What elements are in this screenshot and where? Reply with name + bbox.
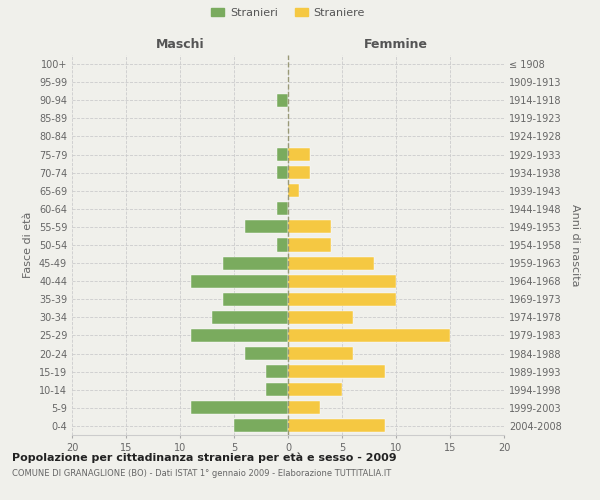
Bar bbox=[288, 329, 450, 342]
Bar bbox=[245, 220, 288, 234]
Bar bbox=[288, 311, 353, 324]
Bar bbox=[288, 420, 385, 432]
Bar bbox=[277, 166, 288, 179]
Bar bbox=[234, 420, 288, 432]
Text: Maschi: Maschi bbox=[155, 38, 205, 52]
Bar bbox=[277, 148, 288, 161]
Bar bbox=[191, 274, 288, 287]
Bar bbox=[277, 202, 288, 215]
Bar bbox=[288, 383, 342, 396]
Bar bbox=[191, 402, 288, 414]
Bar bbox=[223, 256, 288, 270]
Bar bbox=[288, 293, 396, 306]
Y-axis label: Anni di nascita: Anni di nascita bbox=[570, 204, 580, 286]
Bar bbox=[288, 148, 310, 161]
Text: Popolazione per cittadinanza straniera per età e sesso - 2009: Popolazione per cittadinanza straniera p… bbox=[12, 452, 397, 463]
Bar bbox=[266, 365, 288, 378]
Bar bbox=[288, 256, 374, 270]
Bar bbox=[288, 365, 385, 378]
Bar bbox=[266, 383, 288, 396]
Text: COMUNE DI GRANAGLIONE (BO) - Dati ISTAT 1° gennaio 2009 - Elaborazione TUTTITALI: COMUNE DI GRANAGLIONE (BO) - Dati ISTAT … bbox=[12, 469, 391, 478]
Bar bbox=[277, 94, 288, 107]
Bar bbox=[288, 184, 299, 197]
Bar bbox=[191, 329, 288, 342]
Bar bbox=[223, 293, 288, 306]
Bar bbox=[245, 347, 288, 360]
Bar bbox=[288, 220, 331, 234]
Legend: Stranieri, Straniere: Stranieri, Straniere bbox=[211, 8, 365, 18]
Bar bbox=[288, 238, 331, 252]
Bar bbox=[288, 274, 396, 287]
Bar bbox=[212, 311, 288, 324]
Bar bbox=[288, 347, 353, 360]
Bar bbox=[277, 238, 288, 252]
Y-axis label: Fasce di età: Fasce di età bbox=[23, 212, 33, 278]
Text: Femmine: Femmine bbox=[364, 38, 428, 52]
Bar bbox=[288, 166, 310, 179]
Bar bbox=[288, 402, 320, 414]
